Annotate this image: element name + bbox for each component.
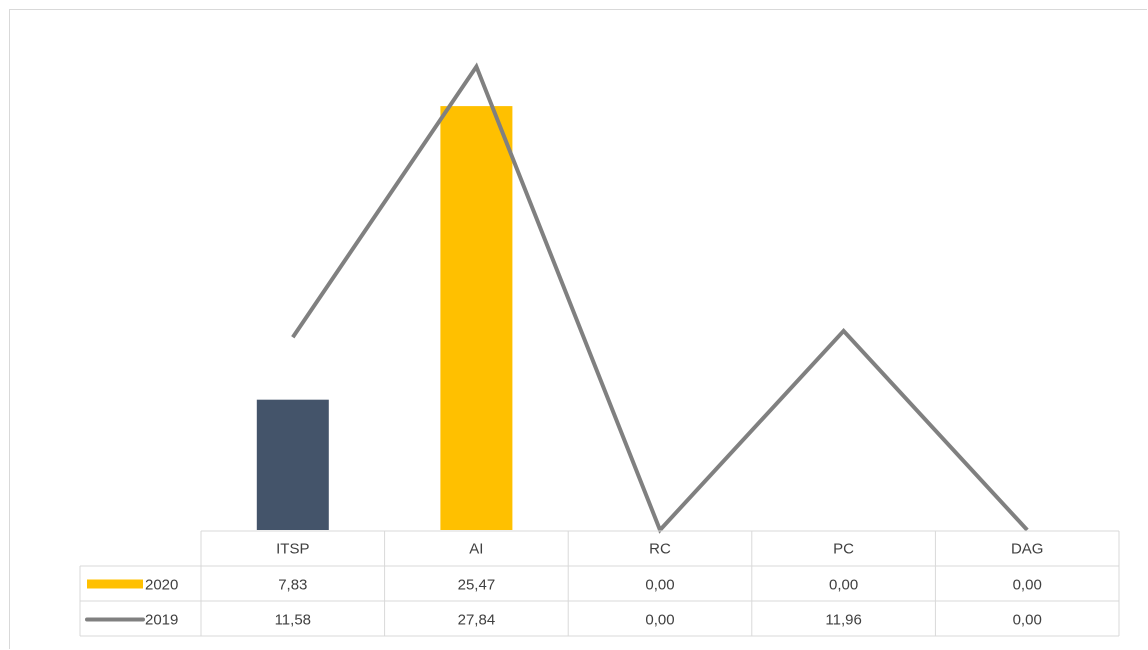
table-cell-2020-pc: 0,00 [829,577,858,594]
category-label-itsp: ITSP [276,541,309,558]
table-cell-2020-dag: 0,00 [1013,577,1042,594]
table-cell-2019-ai: 27,84 [458,612,496,629]
table-cell-2020-rc: 0,00 [645,577,674,594]
table-cell-2019-itsp: 11,58 [275,612,311,629]
line-series-2019 [291,62,1029,534]
table-cell-2019-pc: 11,96 [825,612,861,629]
legend-label-2019: 2019 [145,612,178,629]
table-cell-2020-itsp: 7,83 [278,577,307,594]
bar-2020-itsp [256,399,329,530]
legend-label-2020: 2020 [145,577,178,594]
legend-key-2020 [87,579,143,589]
bar-2020-ai [440,106,513,530]
table-cell-2020-ai: 25,47 [458,577,496,594]
category-label-ai: AI [469,541,483,558]
chart-area [9,9,1147,649]
data-table: ITSP AI RC PC DAG 2020 7,83 25,47 0,00 0,00 0,00 20… [79,530,1120,637]
table-cell-2019-dag: 0,00 [1013,612,1042,629]
category-label-dag: DAG [1011,541,1044,558]
table-cell-2019-rc: 0,00 [645,612,674,629]
category-label-rc: RC [649,541,671,558]
plot-area [256,62,1029,534]
category-label-pc: PC [833,541,854,558]
